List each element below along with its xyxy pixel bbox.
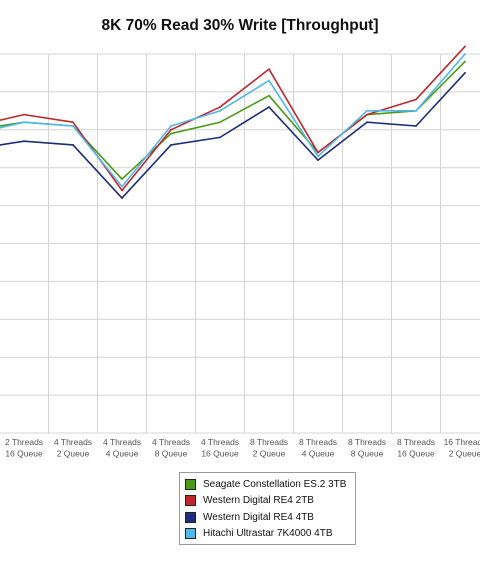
- legend-label: Hitachi Ultrastar 7K4000 4TB: [203, 528, 333, 540]
- x-tick-label: 4 Threads 2 Queue: [54, 437, 92, 459]
- legend-item: Western Digital RE4 2TB: [185, 493, 355, 510]
- data-point: [464, 53, 466, 55]
- x-tick-label: 8 Threads 2 Queue: [250, 437, 288, 459]
- legend-item: Hitachi Ultrastar 7K4000 4TB: [185, 526, 355, 543]
- data-point: [72, 125, 74, 127]
- data-point: [219, 121, 221, 124]
- data-point: [170, 144, 172, 146]
- x-tick-label: 4 Threads 16 Queue: [201, 437, 239, 459]
- data-point: [23, 113, 25, 116]
- data-point: [366, 113, 368, 116]
- data-point: [464, 72, 466, 74]
- legend-swatch: [185, 511, 196, 523]
- x-tick-label: 8 Threads 8 Queue: [348, 437, 386, 459]
- legend-item: Western Digital RE4 4TB: [185, 509, 355, 526]
- series-line-1: [0, 61, 466, 180]
- chart-title: 8K 70% Read 30% Write [Throughput]: [101, 17, 379, 34]
- data-point: [317, 151, 319, 154]
- data-point: [170, 132, 172, 135]
- series-line-2: [0, 45, 466, 192]
- x-tick-label: 8 Threads 4 Queue: [299, 437, 337, 459]
- data-point: [170, 128, 172, 131]
- legend-label: Western Digital RE4 4TB: [203, 511, 314, 523]
- data-point: [464, 45, 466, 48]
- legend-label: Seagate Constellation ES.2 3TB: [203, 478, 347, 490]
- x-tick-label: 2 Threads 16 Queue: [5, 437, 43, 459]
- data-point: [415, 125, 417, 127]
- data-point: [415, 98, 417, 101]
- data-point: [219, 136, 221, 139]
- data-point: [268, 79, 270, 82]
- data-point: [366, 121, 368, 124]
- legend-swatch: [185, 495, 196, 507]
- data-point: [219, 106, 221, 108]
- data-point: [268, 68, 270, 71]
- series-lines: [0, 45, 466, 199]
- data-point: [170, 125, 172, 127]
- data-point: [268, 94, 270, 97]
- series-line-4: [0, 53, 466, 188]
- legend-swatch: [185, 528, 196, 540]
- legend-swatch: [185, 478, 196, 490]
- data-point: [464, 60, 466, 63]
- data-point: [268, 106, 270, 108]
- data-point: [121, 185, 123, 188]
- data-point: [366, 109, 368, 112]
- x-tick-label: 4 Threads 4 Queue: [103, 437, 141, 459]
- legend-label: Western Digital RE4 2TB: [203, 495, 314, 507]
- data-point: [121, 197, 123, 199]
- data-point: [23, 121, 25, 124]
- data-point: [121, 178, 123, 180]
- gridlines: [0, 53, 480, 434]
- data-point: [317, 155, 319, 158]
- data-point: [219, 109, 221, 112]
- x-tick-label: 4 Threads 8 Queue: [152, 437, 190, 459]
- data-point: [72, 121, 74, 124]
- data-point: [317, 159, 319, 162]
- legend-item: Seagate Constellation ES.2 3TB: [185, 476, 355, 493]
- data-point: [415, 109, 417, 112]
- data-point: [72, 144, 74, 146]
- data-point: [23, 140, 25, 143]
- x-tick-label: 8 Threads 16 Queue: [397, 437, 435, 459]
- legend: Seagate Constellation ES.2 3TB Western Di…: [179, 472, 356, 545]
- data-point: [121, 189, 123, 192]
